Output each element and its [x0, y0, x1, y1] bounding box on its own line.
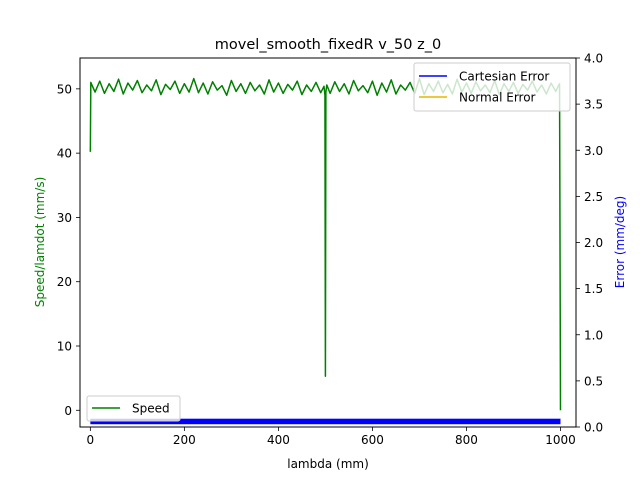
y-left-tick-label: 30	[57, 211, 72, 225]
legend-speed: Speed	[86, 395, 181, 422]
x-tick-label: 400	[267, 433, 290, 447]
x-tick-label: 200	[173, 433, 196, 447]
legend-error-box	[413, 62, 571, 112]
y-right-tick-label: 3.0	[584, 144, 603, 158]
x-axis-label: lambda (mm)	[287, 457, 369, 471]
y-left-tick-label: 50	[57, 82, 72, 96]
legend-speed-label: Speed	[132, 402, 170, 416]
chart-title: movel_smooth_fixedR v_50 z_0	[215, 37, 441, 53]
axes-layer	[79, 57, 577, 428]
y-right-tick-label: 0.5	[584, 374, 603, 388]
x-tick-label: 1000	[545, 433, 576, 447]
y-left-tick-label: 10	[57, 340, 72, 354]
x-tick-label: 800	[455, 433, 478, 447]
y-axis-left-label: Speed/lamdot (mm/s)	[33, 177, 47, 308]
legend-speed-box	[86, 395, 181, 422]
y-left-tick-label: 40	[57, 147, 72, 161]
y-right-tick-label: 0.0	[584, 421, 603, 435]
y-right-tick-label: 3.5	[584, 98, 603, 112]
y-left-tick-label: 0	[64, 404, 72, 418]
plot-frame	[79, 57, 577, 428]
y-axis-right-label: Error (mm/deg)	[613, 196, 627, 288]
ticks-layer: 0 200 400 600 800 1000 0 10 20 30 40 50 0.0 0.5 1.0 1.5…	[57, 52, 603, 448]
legend-normal-error-label: Normal Error	[459, 91, 536, 105]
series-speed	[89, 77, 562, 411]
legend-error: Cartesian Error Normal Error	[413, 62, 571, 112]
y-right-tick-label: 1.0	[584, 328, 603, 342]
x-tick-label: 0	[87, 433, 95, 447]
legend-cartesian-error-label: Cartesian Error	[459, 70, 549, 84]
x-tick-label: 600	[361, 433, 384, 447]
y-right-tick-label: 4.0	[584, 52, 603, 66]
series-cartesian-error	[90, 418, 561, 425]
y-right-tick-label: 2.5	[584, 190, 603, 204]
y-left-tick-label: 20	[57, 275, 72, 289]
y-right-tick-label: 1.5	[584, 282, 603, 296]
series-layer	[89, 77, 562, 425]
y-right-tick-label: 2.0	[584, 236, 603, 250]
